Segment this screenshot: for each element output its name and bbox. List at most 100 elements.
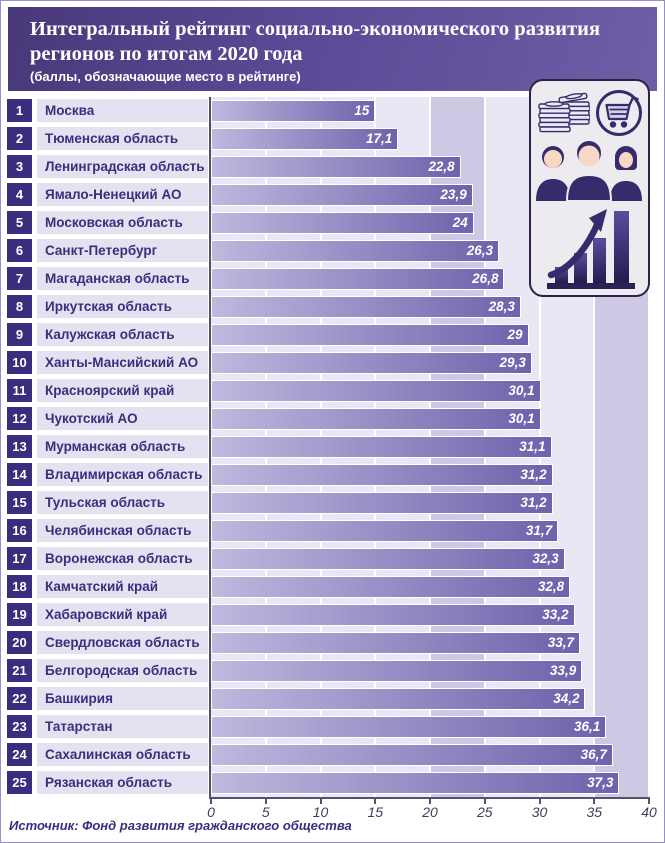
rank-badge: 23 (7, 715, 32, 738)
bar-value-label: 23,9 (440, 187, 467, 202)
rank-badge: 24 (7, 743, 32, 766)
bar-value-label: 37,3 (587, 775, 614, 790)
region-label: Тюменская область (37, 127, 208, 150)
bar-value-label: 34,2 (553, 691, 580, 706)
rank-badge: 2 (7, 127, 32, 150)
region-label: Владимирская область (37, 463, 208, 486)
bar-value-label: 33,2 (542, 607, 569, 622)
bar: 26,8 (211, 268, 505, 290)
axis-tick-label: 35 (586, 804, 603, 820)
bar: 26,3 (211, 240, 499, 262)
bar-value-label: 31,7 (525, 523, 553, 538)
rank-badge: 11 (7, 379, 32, 402)
rank-badge: 20 (7, 631, 32, 654)
bar-value-label: 29,3 (499, 355, 526, 370)
axis-tick (483, 799, 486, 804)
rank-badge: 21 (7, 659, 32, 682)
region-label: Тульская область (37, 491, 208, 514)
bar-value-label: 36,1 (574, 719, 601, 734)
bar: 37,3 (211, 772, 620, 794)
axis-tick (374, 799, 377, 804)
region-label: Челябинская область (37, 519, 208, 542)
bar: 31,2 (211, 492, 553, 514)
rank-badge: 12 (7, 407, 32, 430)
axis-tick (319, 799, 322, 804)
rank-badge: 14 (7, 463, 32, 486)
y-axis-line (209, 97, 211, 799)
rank-badge: 9 (7, 323, 32, 346)
region-label: Рязанская область (37, 771, 208, 794)
region-label: Воронежская область (37, 547, 208, 570)
rank-badge: 7 (7, 267, 32, 290)
chart-title: Интегральный рейтинг социально-экономиче… (30, 18, 601, 65)
axis-tick-label: 5 (261, 804, 270, 820)
bar: 29 (211, 324, 529, 346)
bar-value-label: 33,9 (549, 663, 577, 678)
axis-tick-label: 10 (312, 804, 329, 820)
gridline (593, 97, 596, 797)
axis-tick (429, 799, 431, 804)
region-label: Свердловская область (37, 631, 208, 654)
region-label: Хабаровский край (37, 603, 208, 626)
bar: 30,1 (211, 408, 541, 430)
region-label: Сахалинская область (37, 743, 208, 766)
region-label: Красноярский край (37, 379, 208, 402)
rank-badge: 13 (7, 435, 32, 458)
rank-badge: 15 (7, 491, 32, 514)
bar: 15 (211, 100, 376, 122)
region-label: Ямало-Ненецкий АО (37, 183, 208, 206)
people-icon (536, 139, 642, 201)
bar: 29,3 (211, 352, 532, 374)
rank-badge: 5 (7, 211, 32, 234)
bar: 33,7 (211, 632, 580, 654)
axis-tick (593, 799, 596, 804)
axis-tick-label: 30 (531, 804, 548, 820)
rank-badge: 1 (7, 99, 32, 122)
bar: 23,9 (211, 184, 473, 206)
bar-value-label: 31,2 (520, 495, 547, 510)
bar: 17,1 (211, 128, 399, 150)
bar-value-label: 29 (507, 327, 523, 342)
bar-value-label: 30,1 (508, 383, 535, 398)
region-label: Башкирия (37, 687, 208, 710)
bar-value-label: 31,2 (520, 467, 547, 482)
axis-tick (538, 799, 541, 804)
axis-tick-label: 20 (422, 804, 438, 820)
bar: 32,3 (211, 548, 565, 570)
axis-tick-label: 40 (641, 804, 657, 820)
axis-tick-label: 25 (476, 804, 493, 820)
axis-tick-label: 15 (367, 804, 384, 820)
bar: 36,7 (211, 744, 613, 766)
bar: 31,2 (211, 464, 553, 486)
rank-badge: 16 (7, 519, 32, 542)
rank-badge: 17 (7, 547, 32, 570)
rank-badge: 8 (7, 295, 32, 318)
bar-value-label: 32,8 (537, 579, 565, 594)
money-stacks-icon (538, 92, 590, 133)
bar-value-label: 30,1 (508, 411, 535, 426)
bar: 32,8 (211, 576, 571, 598)
bar-value-label: 15 (354, 103, 370, 118)
bar-value-label: 17,1 (365, 131, 393, 146)
bar-value-label: 33,7 (547, 635, 574, 650)
growth-chart-icon (547, 209, 635, 289)
region-label: Ханты-Мансийский АО (37, 351, 208, 374)
region-label: Москва (37, 99, 208, 122)
region-label: Ленинградская область (37, 155, 208, 178)
region-label: Татарстан (37, 715, 208, 738)
header: Интегральный рейтинг социально-экономиче… (8, 7, 657, 91)
rank-badge: 25 (7, 771, 32, 794)
region-label: Белгородская область (37, 659, 208, 682)
rank-badge: 10 (7, 351, 32, 374)
rank-badge: 6 (7, 239, 32, 262)
bar-value-label: 28,3 (488, 299, 515, 314)
axis-tick (264, 799, 267, 804)
region-label: Московская область (37, 211, 208, 234)
bar: 22,8 (211, 156, 461, 178)
region-label: Иркутская область (37, 295, 208, 318)
gridline (648, 97, 650, 797)
rank-badge: 18 (7, 575, 32, 598)
bar-value-label: 26,3 (466, 243, 493, 258)
source-note: Источник: Фонд развития гражданского общ… (9, 818, 352, 833)
bar: 30,1 (211, 380, 541, 402)
